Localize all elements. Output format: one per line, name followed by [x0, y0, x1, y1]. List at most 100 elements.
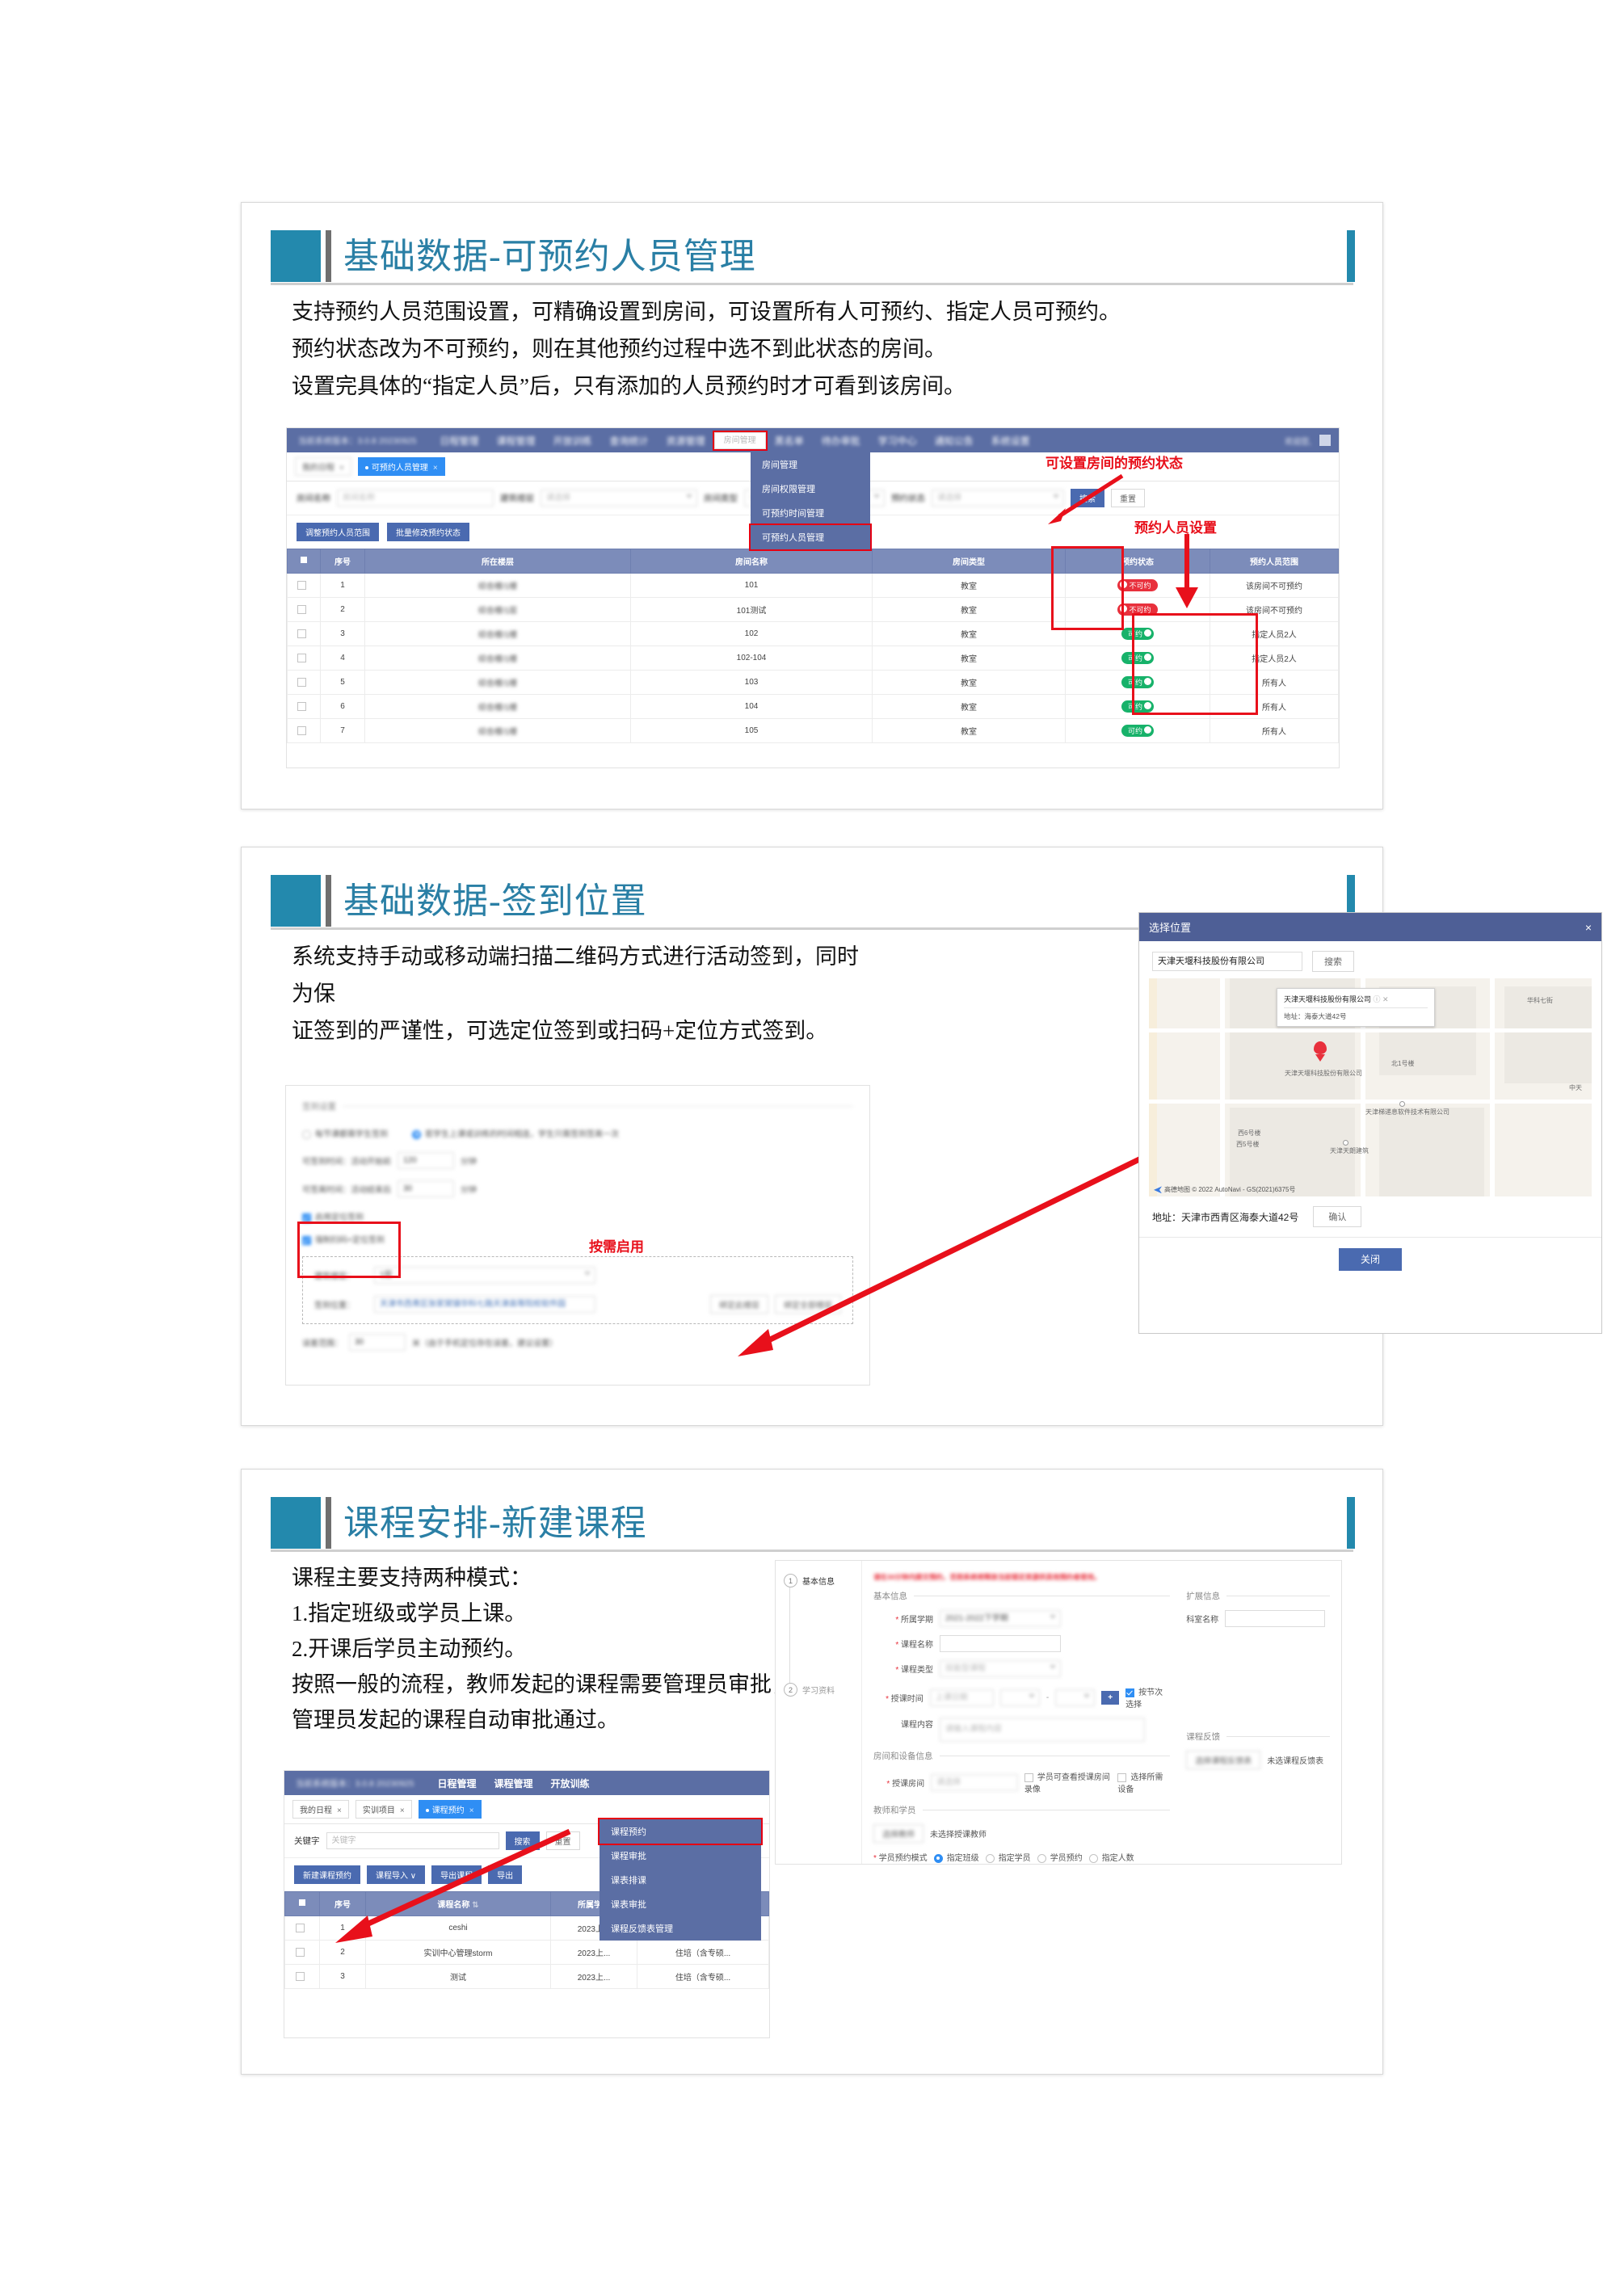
- close-icon[interactable]: ×: [337, 1806, 342, 1815]
- table-row[interactable]: 6 综合楼/1楼 104 教室 可约 所有人: [287, 694, 1339, 719]
- menu-item-feedback-form-management[interactable]: 课程反馈表管理: [611, 1924, 673, 1934]
- menu-item-room-permission[interactable]: 房间权限管理: [762, 485, 815, 494]
- bind-all-floors-button[interactable]: 绑定全部楼层: [775, 1295, 841, 1314]
- row-checkbox[interactable]: [284, 1940, 320, 1965]
- table-row[interactable]: 3 综合楼/1楼 102 教室 可约 指定人员2人: [287, 621, 1339, 646]
- map-view[interactable]: 华科七街 西6号楼 天津天堰科技股份有限公司 北1号楼 中天 天津梯递息软件技术…: [1149, 978, 1592, 1196]
- step-study-material[interactable]: 2 学习资料: [784, 1683, 861, 1697]
- bind-this-floor-button[interactable]: 绑定此楼层: [710, 1295, 768, 1314]
- confirm-button[interactable]: 确认: [1313, 1206, 1362, 1227]
- course-import-button[interactable]: 课程导入 ∨: [367, 1865, 426, 1884]
- map-marker-icon[interactable]: [1314, 1041, 1327, 1054]
- status-badge[interactable]: 可约: [1121, 652, 1154, 664]
- menu-item-timetable-approval[interactable]: 课表审批: [611, 1900, 646, 1910]
- row-checkbox[interactable]: [287, 621, 321, 646]
- start-time-select[interactable]: [999, 1688, 1040, 1706]
- menu-item-bookable-person[interactable]: 可预约人员管理: [749, 524, 872, 551]
- course-name-input[interactable]: [940, 1635, 1061, 1652]
- radio-assign-class[interactable]: 指定班级: [933, 1851, 979, 1863]
- nav-item-room-management[interactable]: 房间管理: [712, 430, 768, 451]
- keyword-input[interactable]: 关键字: [326, 1832, 499, 1849]
- menu-item-room-management[interactable]: 房间管理: [762, 460, 797, 470]
- floor-select[interactable]: 1层: [374, 1267, 595, 1284]
- row-checkbox[interactable]: [284, 1964, 320, 1989]
- row-checkbox[interactable]: [287, 645, 321, 671]
- checkin-location-input[interactable]: 天津市西青区张家窝镇华科七路天津高等院校软件园: [374, 1296, 595, 1313]
- table-row[interactable]: 4 综合楼/1楼 102-104 教室 可约 指定人员2人: [287, 645, 1339, 671]
- room-input[interactable]: 请选择: [931, 1773, 1018, 1791]
- tab-my-schedule[interactable]: 我的日程 ×: [292, 1800, 349, 1819]
- table-row[interactable]: 3 测试 2023上... 住培（含专硕...: [284, 1964, 769, 1989]
- search-button[interactable]: 搜索: [505, 1831, 540, 1850]
- room-name-input[interactable]: 房间名称: [337, 490, 494, 507]
- select-feedback-form-button[interactable]: 选择课程反馈表: [1186, 1751, 1261, 1769]
- cell-scope[interactable]: 指定人员2人: [1210, 621, 1339, 646]
- period-select-checkbox[interactable]: 按节次选择: [1125, 1685, 1170, 1709]
- nav-item-system-settings[interactable]: 系统设置: [991, 435, 1030, 447]
- avatar[interactable]: [1319, 435, 1331, 446]
- close-icon[interactable]: ×: [432, 464, 438, 473]
- close-icon[interactable]: ×: [1584, 920, 1592, 934]
- step-basic-info[interactable]: 1 基本信息: [784, 1574, 861, 1587]
- class-date-input[interactable]: 上课日期: [929, 1688, 994, 1706]
- cell-status[interactable]: 可约: [1065, 621, 1210, 646]
- menu-item-timetable-arrange[interactable]: 课表排课: [611, 1876, 646, 1886]
- cell-status[interactable]: 可约: [1065, 670, 1210, 695]
- nav-item-course[interactable]: 课程管理: [494, 1777, 533, 1789]
- end-time-select[interactable]: [1055, 1688, 1096, 1706]
- row-checkbox[interactable]: [287, 597, 321, 622]
- adjust-booking-scope-button[interactable]: 调整预约人员范围: [297, 523, 379, 541]
- close-button[interactable]: 关闭: [1338, 1248, 1402, 1271]
- menu-item-bookable-time[interactable]: 可预约时间管理: [762, 509, 824, 519]
- table-row[interactable]: 5 综合楼/1楼 103 教室 可约 所有人: [287, 670, 1339, 695]
- checkout-minutes-input[interactable]: 30: [398, 1180, 454, 1197]
- nav-item-todo-approval[interactable]: 待办审批: [821, 435, 860, 447]
- room-record-checkbox[interactable]: 学员可查看授课房间录像: [1024, 1770, 1111, 1794]
- status-badge[interactable]: 可约: [1121, 725, 1154, 737]
- nav-item-resource[interactable]: 资源管理: [666, 435, 705, 447]
- col-course-name[interactable]: 课程名称 ⇅: [365, 1891, 551, 1916]
- cell-status[interactable]: 可约: [1065, 718, 1210, 743]
- select-all-checkbox-header[interactable]: [287, 549, 321, 574]
- nav-item-blacklist[interactable]: 黑名单: [774, 435, 804, 447]
- batch-modify-status-button[interactable]: 批量修改预约状态: [387, 523, 469, 541]
- close-icon[interactable]: ×: [469, 1806, 474, 1815]
- status-badge[interactable]: 可约: [1121, 628, 1154, 640]
- table-row[interactable]: 7 综合楼/1楼 105 教室 可约 所有人: [287, 718, 1339, 743]
- close-icon[interactable]: ×: [339, 464, 344, 473]
- cell-status[interactable]: 不可约: [1065, 597, 1210, 622]
- select-teacher-button[interactable]: 选择教师: [873, 1824, 923, 1843]
- row-checkbox[interactable]: [284, 1915, 320, 1941]
- tab-training-project[interactable]: 实训项目 ×: [355, 1800, 412, 1819]
- status-badge[interactable]: 可约: [1121, 676, 1154, 688]
- course-content-textarea[interactable]: 请输入课程内容: [940, 1718, 1145, 1742]
- tab-course-booking[interactable]: 课程预约 ×: [418, 1800, 482, 1819]
- new-course-booking-button[interactable]: 新建课程预约: [294, 1865, 360, 1884]
- add-time-button[interactable]: +: [1101, 1690, 1120, 1705]
- nav-item-open-training[interactable]: 开放训练: [550, 1777, 590, 1789]
- row-checkbox[interactable]: [287, 573, 321, 598]
- nav-item-open-training[interactable]: 开放训练: [553, 435, 592, 447]
- radio-assign-count[interactable]: 指定人数: [1088, 1851, 1134, 1863]
- location-search-input[interactable]: 天津天堰科技股份有限公司: [1152, 952, 1302, 971]
- radio-continuous[interactable]: 若学生上课或训练的时间相连，学生只需签到签离一次: [412, 1127, 619, 1139]
- nav-item-query-stats[interactable]: 查询统计: [609, 435, 649, 447]
- status-badge[interactable]: 可约: [1121, 700, 1154, 713]
- radio-assign-student[interactable]: 指定学员: [985, 1851, 1031, 1863]
- menu-item-course-approval[interactable]: 课程审批: [611, 1852, 646, 1861]
- nav-item-notice[interactable]: 通知公告: [934, 435, 974, 447]
- checkin-minutes-input[interactable]: 120: [398, 1152, 454, 1169]
- row-checkbox[interactable]: [287, 670, 321, 695]
- export-button[interactable]: 导出: [488, 1865, 523, 1884]
- force-scan-location-row[interactable]: 强制扫码+定位签到: [302, 1233, 853, 1245]
- radio-each-class[interactable]: 每节课都需学生签到: [302, 1127, 388, 1139]
- close-icon[interactable]: ×: [399, 1806, 405, 1815]
- radio-student-booking[interactable]: 学员预约: [1037, 1851, 1083, 1863]
- reset-button[interactable]: 重置: [1111, 489, 1145, 507]
- term-select[interactable]: 2021-2022下学期: [940, 1610, 1061, 1627]
- table-row[interactable]: 1 综合楼/1楼 101 教室 不可约 该房间不可预约: [287, 573, 1339, 598]
- cell-status[interactable]: 可约: [1065, 645, 1210, 671]
- status-select[interactable]: 请选择: [932, 490, 1064, 507]
- nav-item-schedule[interactable]: 日程管理: [440, 435, 479, 447]
- dept-name-input[interactable]: [1225, 1610, 1326, 1627]
